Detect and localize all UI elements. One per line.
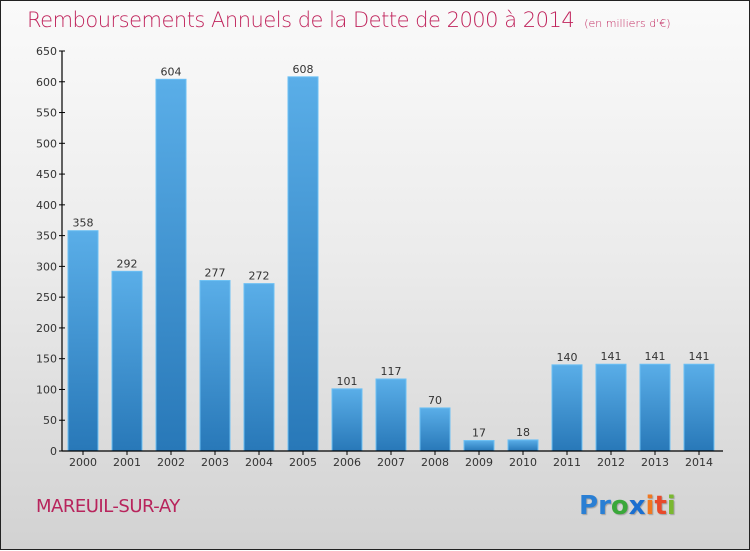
bar-2000 [67, 230, 99, 452]
value-label-2013: 141 [645, 350, 666, 363]
y-tick-label-500: 500 [36, 137, 57, 150]
y-tick-label-200: 200 [36, 322, 57, 335]
title-text: Remboursements Annuels de la Dette de 20… [27, 8, 575, 32]
x-tick-label-2001: 2001 [113, 456, 141, 469]
logo-letter: x [628, 491, 646, 521]
bar-2001 [111, 270, 143, 452]
x-tick-label-2013: 2013 [641, 456, 669, 469]
y-tick-label-0: 0 [50, 445, 57, 458]
x-tick-label-2009: 2009 [465, 456, 493, 469]
bar-2013 [639, 363, 671, 452]
y-tick-label-650: 650 [36, 45, 57, 58]
y-tick-label-300: 300 [36, 260, 57, 273]
logo-letter: i [666, 491, 676, 521]
value-label-2005: 608 [293, 63, 314, 76]
value-label-2007: 117 [381, 365, 402, 378]
y-tick-label-100: 100 [36, 383, 57, 396]
y-tick-label-450: 450 [36, 168, 57, 181]
city-name: MAREUIL-SUR-AY [36, 496, 180, 517]
y-tick-label-350: 350 [36, 230, 57, 243]
value-label-2001: 292 [117, 257, 138, 270]
logo-letter: i [645, 491, 655, 521]
value-label-2014: 141 [689, 350, 710, 363]
value-label-2010: 18 [516, 426, 530, 439]
y-tick-label-50: 50 [43, 414, 57, 427]
x-tick-label-2005: 2005 [289, 456, 317, 469]
logo-letter: o [610, 491, 629, 521]
x-tick-label-2004: 2004 [245, 456, 273, 469]
value-label-2009: 17 [472, 427, 486, 440]
chart-title: Remboursements Annuels de la Dette de 20… [27, 8, 670, 32]
x-tick-label-2002: 2002 [157, 456, 185, 469]
x-tick-label-2006: 2006 [333, 456, 361, 469]
value-label-2003: 277 [205, 267, 226, 280]
x-tick-label-2003: 2003 [201, 456, 229, 469]
value-label-2004: 272 [249, 270, 270, 283]
bar-2005 [287, 76, 319, 452]
y-tick-label-400: 400 [36, 199, 57, 212]
bar-2011 [551, 364, 583, 452]
value-label-2006: 101 [337, 375, 358, 388]
x-tick-label-2011: 2011 [553, 456, 581, 469]
bar-2010 [507, 439, 539, 452]
bar-2007 [375, 378, 407, 452]
value-label-2011: 140 [557, 351, 578, 364]
bar-2003 [199, 280, 231, 452]
logo-letter: t [654, 491, 667, 521]
x-tick-label-2010: 2010 [509, 456, 537, 469]
y-tick-label-550: 550 [36, 107, 57, 120]
bar-2004 [243, 283, 275, 452]
bar-2009 [463, 440, 495, 452]
x-tick-label-2014: 2014 [685, 456, 713, 469]
bar-2008 [419, 407, 451, 452]
x-tick-label-2007: 2007 [377, 456, 405, 469]
bar-2014 [683, 363, 715, 452]
bar-2012 [595, 363, 627, 452]
bar-2002 [155, 78, 187, 452]
bar-2006 [331, 388, 363, 452]
logo-letter: P [579, 491, 599, 521]
value-label-2000: 358 [73, 217, 94, 230]
value-label-2012: 141 [601, 350, 622, 363]
x-tick-label-2008: 2008 [421, 456, 449, 469]
title-unit: (en milliers d'€) [584, 17, 671, 30]
y-tick-label-600: 600 [36, 76, 57, 89]
y-tick-label-150: 150 [36, 353, 57, 366]
x-tick-label-2000: 2000 [69, 456, 97, 469]
logo-letter: r [598, 491, 611, 521]
value-label-2002: 604 [161, 65, 182, 78]
x-tick-label-2012: 2012 [597, 456, 625, 469]
proxiti-logo[interactable]: Proxiti [579, 491, 676, 521]
value-label-2008: 70 [428, 394, 442, 407]
y-tick-label-250: 250 [36, 291, 57, 304]
